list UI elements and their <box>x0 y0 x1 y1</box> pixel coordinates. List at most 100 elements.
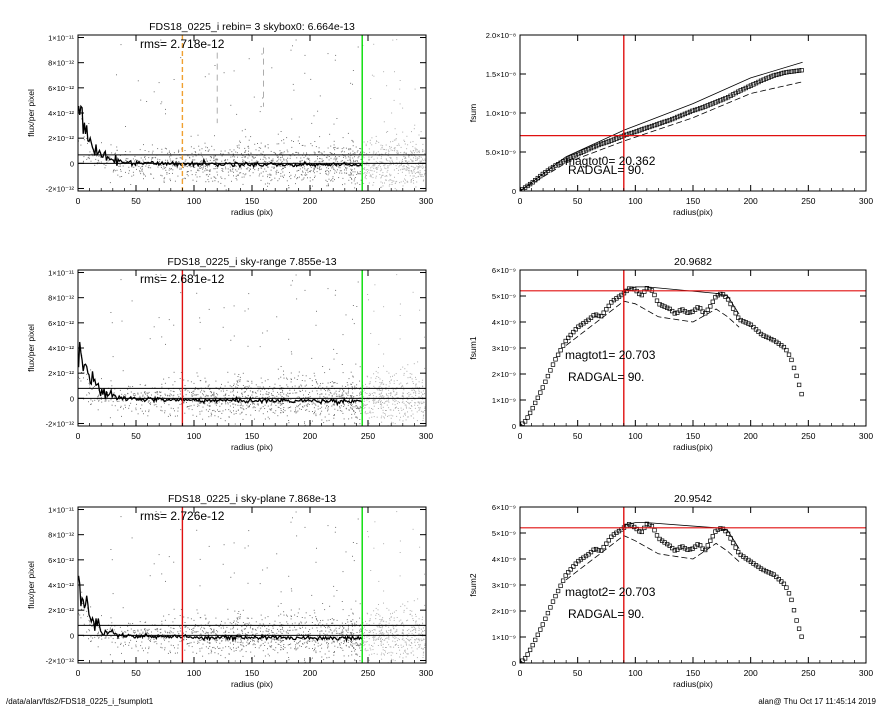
scatter-point <box>143 144 144 146</box>
scatter-point <box>145 175 146 177</box>
scatter-point <box>278 156 279 158</box>
scatter-point <box>365 145 367 147</box>
scatter-point <box>277 652 279 654</box>
fsum-point <box>527 410 533 416</box>
scatter-point <box>368 394 370 396</box>
scatter-point <box>237 156 238 158</box>
scatter-point <box>411 410 413 412</box>
scatter-point <box>353 396 355 398</box>
scatter-point <box>290 49 292 51</box>
fsum-point <box>718 98 723 103</box>
fsum-point <box>652 123 657 128</box>
scatter-point <box>352 382 354 384</box>
scatter-point <box>412 291 414 293</box>
scatter-point <box>326 169 328 171</box>
scatter-point <box>316 310 317 312</box>
scatter-point <box>266 634 268 636</box>
scatter-point <box>352 153 354 155</box>
scatter-point <box>401 171 403 173</box>
scatter-point <box>105 400 107 402</box>
scatter-point <box>252 629 254 631</box>
fsum-point <box>748 83 754 88</box>
scatter-point <box>260 106 262 108</box>
y-tick-label: 2×10⁻⁹ <box>492 370 516 379</box>
scatter-point <box>149 575 151 577</box>
scatter-point <box>299 408 301 410</box>
scatter-point <box>382 639 383 640</box>
scatter-point <box>233 160 235 162</box>
scatter-point <box>374 635 376 637</box>
scatter-point <box>163 181 165 183</box>
scatter-point <box>340 170 342 172</box>
scatter-point <box>304 174 306 176</box>
scatter-point <box>400 387 402 389</box>
scatter-point <box>153 326 155 328</box>
scatter-point <box>375 177 377 179</box>
scatter-point <box>373 637 374 639</box>
scatter-point <box>250 651 252 653</box>
scatter-point <box>251 617 253 619</box>
scatter-point <box>153 639 155 640</box>
scatter-point <box>327 636 329 637</box>
scatter-point <box>206 174 208 176</box>
scatter-point <box>379 382 381 383</box>
scatter-point <box>258 647 260 649</box>
scatter-point <box>161 623 163 625</box>
scatter-point <box>187 406 189 407</box>
scatter-point <box>326 657 328 659</box>
scatter-point <box>269 386 271 388</box>
scatter-point <box>270 180 272 182</box>
scatter-point <box>264 404 266 406</box>
scatter-point <box>211 391 212 393</box>
scatter-point <box>315 652 317 654</box>
scatter-point <box>160 400 162 402</box>
x-axis-label: radius(pix) <box>673 442 713 452</box>
scatter-point <box>280 649 282 651</box>
scatter-point <box>360 649 362 651</box>
scatter-point <box>245 645 247 647</box>
scatter-point <box>233 572 235 574</box>
scatter-point <box>267 144 269 146</box>
scatter-point <box>356 166 358 168</box>
scatter-point <box>347 631 349 633</box>
scatter-point <box>271 393 272 395</box>
scatter-point <box>345 644 347 646</box>
scatter-point <box>343 418 345 420</box>
scatter-point <box>352 629 354 631</box>
scatter-point <box>283 377 285 379</box>
scatter-point <box>403 156 405 158</box>
scatter-point <box>392 626 394 628</box>
scatter-point <box>377 168 378 170</box>
scatter-point <box>247 623 249 625</box>
scatter-point <box>424 153 426 155</box>
scatter-point <box>280 647 282 648</box>
scatter-point <box>258 410 260 412</box>
scatter-point <box>306 152 307 154</box>
scatter-point <box>342 372 344 374</box>
scatter-point <box>344 172 346 174</box>
scatter-point <box>345 623 347 624</box>
scatter-point <box>133 631 135 633</box>
scatter-point <box>347 132 349 134</box>
scatter-point <box>296 629 298 631</box>
scatter-point <box>222 638 224 639</box>
scatter-point <box>292 629 294 631</box>
scatter-point <box>347 404 349 406</box>
scatter-point <box>371 137 373 139</box>
scatter-point <box>309 629 311 631</box>
fsum-point <box>599 314 604 319</box>
scatter-point <box>193 641 195 643</box>
scatter-point <box>129 386 131 388</box>
scatter-point <box>244 633 246 635</box>
scatter-point <box>382 395 384 396</box>
scatter-point <box>417 175 419 177</box>
scatter-point <box>132 171 134 173</box>
scatter-point <box>336 169 338 171</box>
scatter-point <box>163 401 165 403</box>
scatter-point <box>399 656 401 658</box>
scatter-point <box>398 166 400 168</box>
scatter-point <box>274 164 276 166</box>
scatter-point <box>227 402 229 404</box>
fsum-point <box>733 90 738 96</box>
scatter-point <box>312 411 313 412</box>
